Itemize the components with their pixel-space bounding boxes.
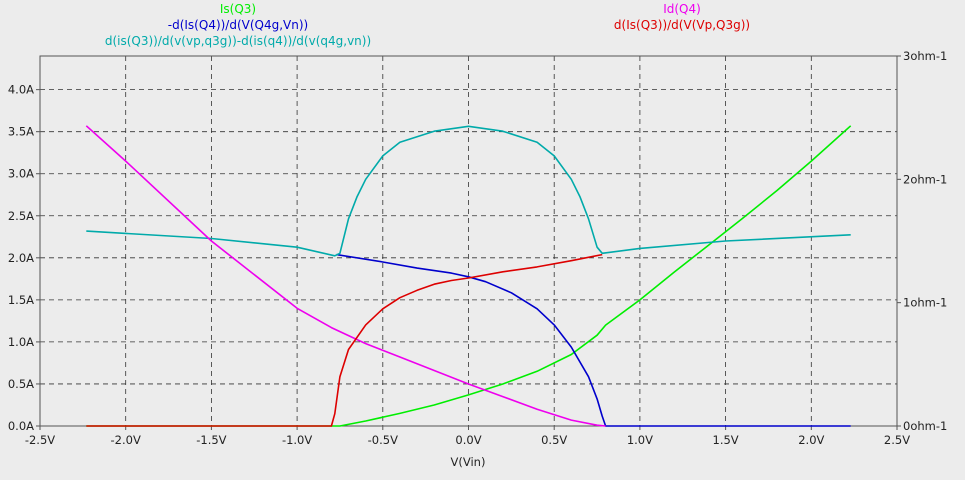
x-tick-label: 2.0V <box>798 433 824 447</box>
legend-entry: Is(Q3) <box>220 2 256 16</box>
x-tick-label: 0.0V <box>455 433 481 447</box>
y-left-tick-label: 0.5A <box>8 377 34 391</box>
y-left-tick-label: 4.0A <box>8 83 34 97</box>
grid-layer <box>40 56 897 426</box>
x-axis-label: V(Vin) <box>451 455 486 469</box>
x-tick-label: -2.0V <box>111 433 141 447</box>
series-line-0 <box>86 125 852 427</box>
series-layer <box>85 125 852 427</box>
series-line-1 <box>336 253 851 427</box>
plot-frame <box>39 55 898 427</box>
x-tick-label: -1.0V <box>282 433 312 447</box>
legend-entry: -d(Is(Q4))/d(V(Q4g,Vn)) <box>168 18 308 32</box>
y-right-tick-label: 2ohm-1 <box>903 172 947 186</box>
y-right-tick-label: 0ohm-1 <box>903 419 947 433</box>
axis-layer: -2.5V -2.0V -1.5V -1.0V -0.5V 0.0V 0.5V 1.0V 1.5… <box>8 49 947 447</box>
x-tick-label: -0.5V <box>368 433 398 447</box>
x-tick-label: -1.5V <box>196 433 226 447</box>
series-line-4 <box>86 253 603 427</box>
x-tick-label: 1.0V <box>627 433 653 447</box>
series-line-2 <box>86 125 851 257</box>
x-tick-label: 1.5V <box>713 433 739 447</box>
legend-layer: Is(Q3) -d(Is(Q4))/d(V(Q4g,Vn)) d(is(Q3))/d… <box>105 2 750 48</box>
y-right-tick-label: 3ohm-1 <box>903 49 947 63</box>
y-left-tick-label: 1.0A <box>8 335 34 349</box>
legend-entry: Id(Q4) <box>663 2 701 16</box>
x-tick-label: 0.5V <box>541 433 567 447</box>
series-line-3 <box>85 125 606 427</box>
y-left-tick-label: 2.5A <box>8 209 34 223</box>
y-left-tick-label: 2.0A <box>8 251 34 265</box>
x-tick-label: 2.5V <box>884 433 910 447</box>
x-tick-label: -2.5V <box>25 433 55 447</box>
y-left-tick-label: 1.5A <box>8 293 34 307</box>
y-right-tick-label: 1ohm-1 <box>903 296 947 310</box>
y-left-tick-label: 3.5A <box>8 125 34 139</box>
y-left-tick-label: 0.0A <box>8 419 34 433</box>
legend-entry: d(is(Q3))/d(v(vp,q3g))-d(is(q4))/d(v(q4g… <box>105 34 371 48</box>
y-left-tick-label: 3.0A <box>8 167 34 181</box>
legend-entry: d(Is(Q3))/d(V(Vp,Q3g)) <box>614 18 750 32</box>
